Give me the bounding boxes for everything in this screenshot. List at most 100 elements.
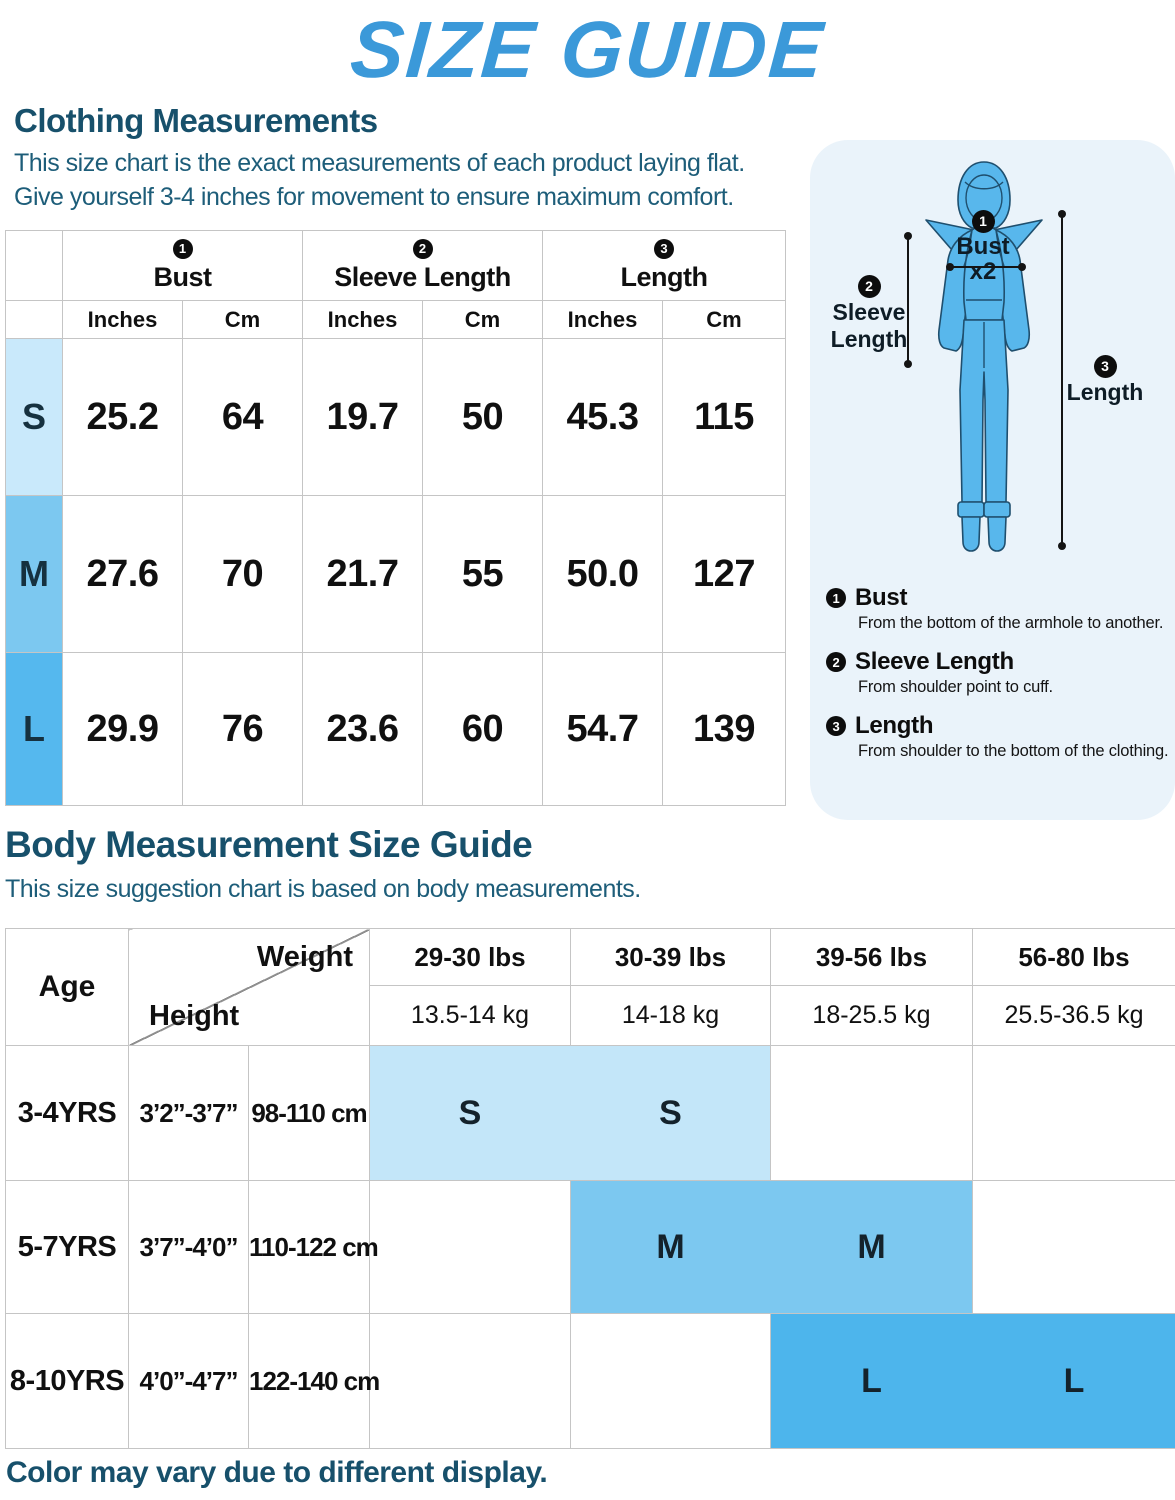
weight-column-kg: 14-18 kg [570, 985, 771, 1046]
marker-1-icon: 1 [172, 238, 193, 259]
weight-column-lbs: 30-39 lbs [570, 928, 771, 986]
legend-term: Sleeve Length [855, 648, 1014, 675]
height-ft-cell: 3’2”-3’7” [128, 1045, 249, 1181]
table-units-row: Inches Cm Inches Cm Inches Cm [5, 300, 787, 339]
length-annotation: 3 Length [1062, 350, 1148, 406]
description-line: Give yourself 3-4 inches for movement to… [14, 183, 734, 211]
weight-column-kg: 13.5-14 kg [369, 985, 571, 1046]
legend-definition: From the bottom of the armhole to anothe… [858, 614, 1164, 632]
description-line: This size chart is the exact measurement… [14, 149, 745, 177]
table-row-size-m: M 27.6 70 21.7 55 50.0 127 [5, 495, 787, 653]
age-header: Age [5, 928, 129, 1046]
bust-annotation: 1 Bust x2 [933, 206, 1033, 284]
table-row-3-4yrs: 3-4YRS 3’2”-3’7” 98-110 cm S S [5, 1045, 1175, 1181]
legend-term: Bust [855, 584, 908, 611]
weight-column-kg: 25.5-36.5 kg [972, 985, 1175, 1046]
marker-3-icon: 3 [826, 716, 846, 736]
table-cell: 27.6 [62, 495, 183, 653]
size-recommendation-cell [972, 1180, 1175, 1314]
table-cell: 45.3 [542, 338, 663, 496]
age-cell: 3-4YRS [5, 1045, 129, 1181]
height-cm-cell: 98-110 cm [248, 1045, 370, 1181]
bust-annotation-label: Bust [956, 233, 1010, 260]
legend-definition: From shoulder point to cuff. [858, 678, 1053, 696]
size-recommendation-cell [570, 1313, 771, 1449]
body-measurement-heading: Body Measurement Size Guide [5, 824, 533, 865]
measurement-legend: 1 Bust From the bottom of the armhole to… [826, 584, 1171, 776]
size-recommendation-cell [369, 1313, 571, 1449]
size-recommendation-cell [972, 1045, 1175, 1181]
body-measurement-table: Age Weight Height 29-30 lbs 30-39 lbs 39… [5, 928, 1175, 1449]
weight-height-diagonal-header: Weight Height [128, 928, 370, 1046]
size-recommendation-cell: S [369, 1045, 571, 1181]
legend-item-length: 3 Length From shoulder to the bottom of … [826, 712, 1171, 761]
left-raglan-seam [963, 229, 973, 267]
hood-seam [964, 181, 1004, 190]
table-cell: 50.0 [542, 495, 663, 653]
table-cell: 76 [182, 652, 303, 806]
height-header: Height [149, 1000, 240, 1032]
table-group-header-row: 1 Bust 2 Sleeve Length 3 Length [5, 230, 787, 301]
marker-3-icon: 3 [654, 238, 674, 259]
clothing-measurements-description: This size chart is the exact measurement… [14, 146, 745, 214]
legend-item-bust: 1 Bust From the bottom of the armhole to… [826, 584, 1171, 633]
unit-header: Inches [542, 300, 663, 339]
clothing-measurements-table: 1 Bust 2 Sleeve Length 3 Length Inches C… [5, 230, 787, 806]
unit-header: Cm [661, 300, 787, 339]
size-recommendation-cell: M [570, 1180, 771, 1314]
size-recommendation-cell [770, 1045, 973, 1181]
sleeve-length-annotation: 2 Sleeve Length [826, 270, 912, 353]
marker-1-icon: 1 [826, 588, 846, 608]
legend-term: Length [855, 712, 934, 739]
length-measure-line [1058, 210, 1066, 550]
table-cell: 60 [422, 652, 543, 806]
right-raglan-seam [995, 229, 1005, 267]
group-label: Bust [153, 261, 213, 292]
table-row-5-7yrs: 5-7YRS 3’7”-4’0” 110-122 cm M M [5, 1180, 1175, 1314]
weight-header: Weight [256, 941, 353, 973]
table-cell: 55 [422, 495, 543, 653]
weight-column-lbs: 39-56 lbs [770, 928, 973, 986]
weight-column-kg: 18-25.5 kg [770, 985, 973, 1046]
size-recommendation-cell: M [770, 1180, 973, 1314]
bust-group-header: 1 Bust [62, 230, 303, 301]
sleeve-length-group-header: 2 Sleeve Length [302, 230, 543, 301]
right-leg-end [987, 516, 1007, 552]
table-row-8-10yrs: 8-10YRS 4’0”-4’7” 122-140 cm L L [5, 1313, 1175, 1449]
clothing-measurements-heading: Clothing Measurements [14, 102, 378, 139]
length-annotation-label: Length [1066, 379, 1144, 405]
table-cell: 127 [661, 495, 787, 653]
height-ft-cell: 3’7”-4’0” [128, 1180, 249, 1314]
group-label: Length [620, 261, 708, 292]
size-recommendation-cell [369, 1180, 571, 1314]
body-measurement-description: This size suggestion chart is based on b… [5, 875, 641, 903]
table-cell: 29.9 [62, 652, 183, 806]
right-ankle-cuff [983, 501, 1011, 518]
table-cell: 115 [661, 338, 787, 496]
left-ankle-cuff [957, 501, 985, 518]
size-label-m: M [5, 495, 63, 653]
table-cell: 25.2 [62, 338, 183, 496]
size-label-l: L [5, 652, 63, 806]
sleeve-measure-line [904, 232, 912, 368]
unit-header: Cm [422, 300, 543, 339]
weight-column-lbs: 29-30 lbs [369, 928, 571, 986]
page-title: SIZE GUIDE [347, 5, 828, 94]
size-recommendation-cell: L [972, 1313, 1175, 1449]
table-cell: 54.7 [542, 652, 663, 806]
marker-2-icon: 2 [857, 275, 881, 298]
sleeve-annotation-label: Sleeve Length [830, 299, 908, 352]
unit-header: Cm [182, 300, 303, 339]
age-cell: 5-7YRS [5, 1180, 129, 1314]
marker-2-icon: 2 [412, 238, 433, 259]
bust-measure-line [946, 263, 1026, 271]
group-label: Sleeve Length [334, 261, 511, 292]
size-recommendation-cell: L [770, 1313, 973, 1449]
table-header-row-lbs: Age Weight Height 29-30 lbs 30-39 lbs 39… [5, 928, 1175, 1046]
age-cell: 8-10YRS [5, 1313, 129, 1449]
unit-header: Inches [62, 300, 183, 339]
table-cell: 64 [182, 338, 303, 496]
size-label-s: S [5, 338, 63, 496]
height-ft-cell: 4’0”-4’7” [128, 1313, 249, 1449]
